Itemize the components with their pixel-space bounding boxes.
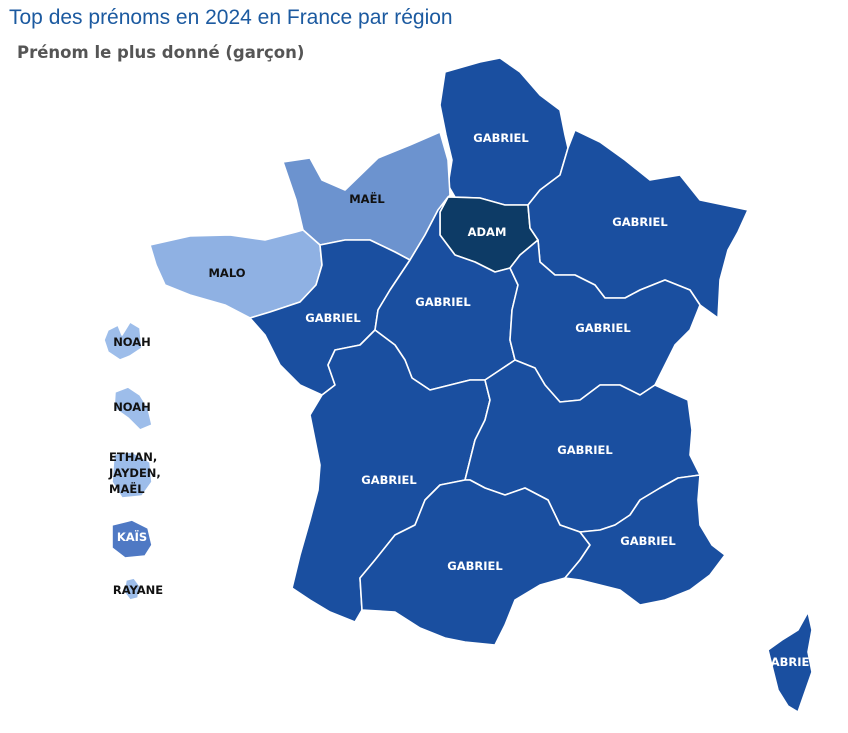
island-martinique[interactable] — [113, 386, 153, 431]
region-provence-alpes-cote-dazur[interactable] — [564, 474, 726, 606]
label-pays-de-la-loire: GABRIEL — [305, 311, 361, 325]
island-guadeloupe[interactable] — [103, 321, 143, 361]
label-auvergne-rhone-alpes: GABRIEL — [557, 443, 613, 457]
label-grand-est: GABRIEL — [612, 215, 668, 229]
label-la-reunion: KAÏS — [117, 529, 147, 544]
label-hauts-de-france: GABRIEL — [473, 131, 529, 145]
label-bourgogne-franche-comte: GABRIEL — [575, 321, 631, 335]
label-ile-de-france: ADAM — [468, 225, 507, 239]
label-provence-alpes-cote-dazur: GABRIEL — [620, 534, 676, 548]
label-centre-val-de-loire: GABRIEL — [415, 295, 471, 309]
region-occitanie[interactable] — [359, 479, 591, 646]
label-occitanie: GABRIEL — [447, 559, 503, 573]
label-guadeloupe: NOAH — [113, 335, 151, 349]
label-mayotte: RAYANE — [113, 583, 163, 597]
label-nouvelle-aquitaine: GABRIEL — [361, 473, 417, 487]
label-bretagne: MALO — [208, 266, 245, 280]
label-martinique: NOAH — [113, 400, 151, 414]
island-mayotte[interactable] — [123, 577, 141, 601]
label-corse: GABRIEL — [761, 655, 817, 669]
region-corse[interactable] — [767, 611, 813, 713]
island-guyane[interactable] — [111, 451, 153, 499]
island-la-reunion[interactable] — [111, 519, 153, 559]
label-normandie: MAËL — [349, 191, 385, 206]
map-subtitle: Prénom le plus donné (garçon) — [17, 43, 305, 62]
label-guyane-line-2: JAYDEN, — [108, 466, 161, 480]
map-title: Top des prénoms en 2024 en France par ré… — [9, 6, 453, 29]
label-guyane-line-3: MAËL — [109, 481, 145, 496]
label-guyane-line-1: ETHAN, — [109, 450, 157, 464]
